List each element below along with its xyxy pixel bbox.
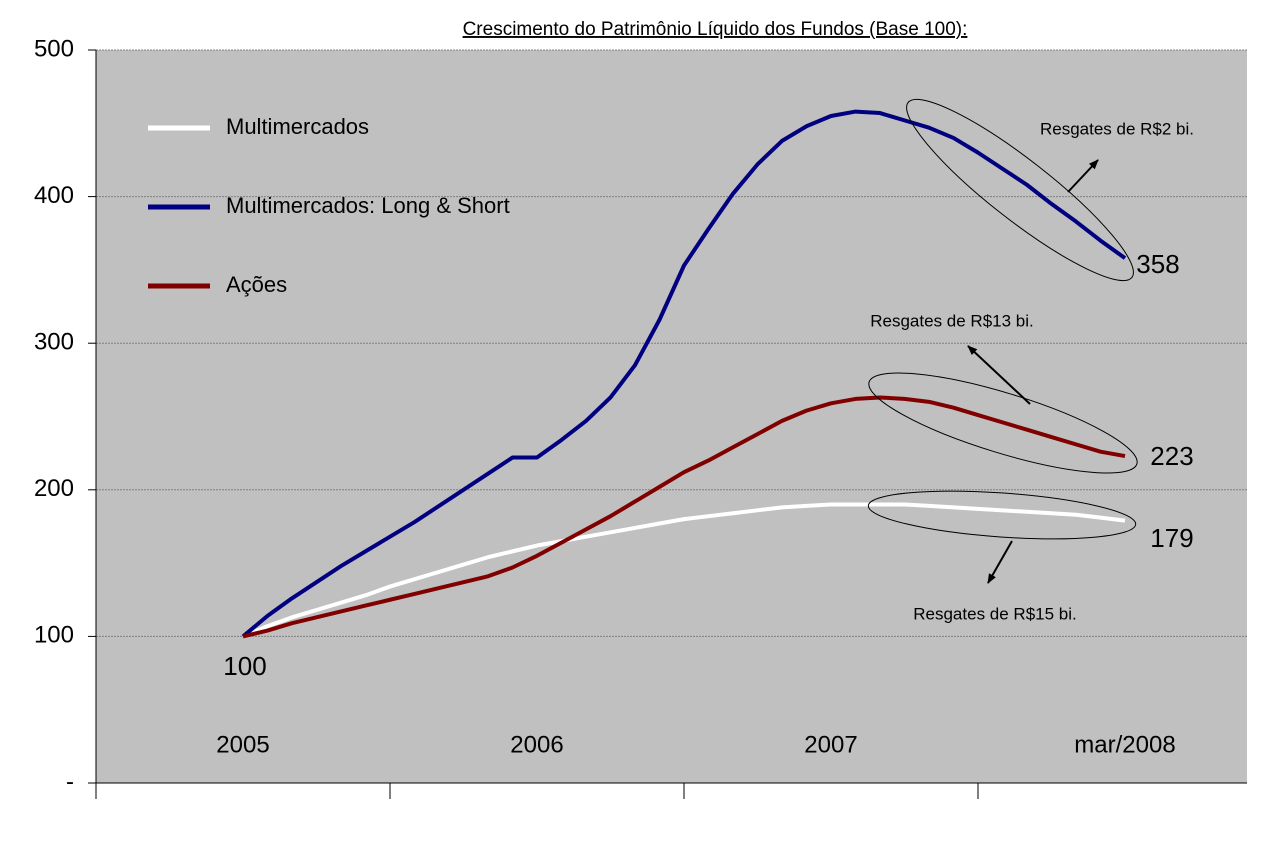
series-line — [241, 109, 1127, 638]
annotation-arrow — [1067, 159, 1099, 193]
annotation-text: Resgates de R$2 bi. — [1040, 119, 1194, 138]
x-tick-label: 2006 — [510, 731, 563, 758]
y-tick-label: 200 — [34, 475, 74, 502]
annotation-arrow — [987, 540, 1013, 584]
x-tick-label: mar/2008 — [1074, 731, 1175, 758]
annotation-text: Resgates de R$15 bi. — [913, 604, 1077, 623]
value-label: 179 — [1150, 523, 1193, 553]
plot-area — [96, 50, 1247, 783]
y-tick-label: 400 — [34, 182, 74, 209]
annotation-ellipse — [867, 490, 1137, 540]
chart-title: Crescimento do Patrimônio Líquido dos Fu… — [463, 19, 968, 40]
annotation-arrow — [967, 345, 1031, 405]
legend-label: Multimercados — [226, 114, 369, 139]
y-tick-label: 500 — [34, 35, 74, 62]
value-label: 358 — [1136, 249, 1179, 279]
value-label: 223 — [1150, 441, 1193, 471]
annotation-text: Resgates de R$13 bi. — [870, 311, 1034, 330]
annotation-ellipse — [868, 372, 1138, 474]
value-label: 100 — [223, 651, 266, 681]
annotation-ellipse — [906, 98, 1134, 282]
legend-label: Ações — [226, 272, 287, 297]
y-tick-label: 300 — [34, 329, 74, 356]
x-tick-label: 2007 — [804, 731, 857, 758]
legend-label: Multimercados: Long & Short — [226, 193, 510, 218]
y-tick-label: - — [66, 768, 74, 795]
y-tick-label: 100 — [34, 622, 74, 649]
series-line — [242, 395, 1126, 639]
series-line — [242, 502, 1126, 639]
x-tick-label: 2005 — [216, 731, 269, 758]
